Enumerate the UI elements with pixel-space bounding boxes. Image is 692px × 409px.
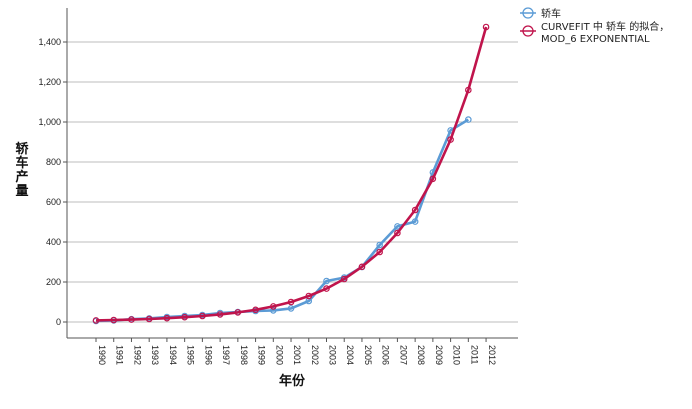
- y-tick-label: 1,400: [38, 37, 61, 47]
- x-tick-label: 1993: [150, 345, 160, 365]
- y-axis-title-char-4: 量: [15, 184, 28, 199]
- y-ticks: 0 200 400 600 800 1,000 1,200 1,400: [38, 37, 67, 327]
- data-point: [465, 116, 472, 123]
- data-point: [358, 263, 366, 271]
- data-point: [411, 218, 419, 225]
- x-tick-label: 1990: [97, 345, 107, 365]
- x-tick-label: 1994: [168, 345, 178, 365]
- x-tick-label: 2003: [327, 345, 337, 365]
- y-tick-label: 0: [56, 317, 61, 327]
- data-point: [411, 206, 419, 214]
- x-tick-label: 2008: [416, 345, 426, 365]
- legend-item-sedan: 轿车: [520, 7, 561, 20]
- data-point: [145, 315, 153, 323]
- data-point: [305, 292, 313, 300]
- y-tick-label: 200: [46, 277, 61, 287]
- x-tick-label: 2001: [292, 345, 302, 365]
- data-point: [128, 316, 135, 323]
- data-point: [163, 314, 171, 322]
- data-point: [287, 298, 295, 306]
- x-tick-label: 2011: [469, 345, 479, 364]
- data-point: [429, 175, 437, 183]
- x-tick-label: 1998: [239, 345, 249, 365]
- legend-marker-fit: [522, 25, 534, 37]
- legend-item-fit: CURVEFIT 中 轿车 的拟合， MOD_6 EXPONENTIAL: [520, 20, 669, 45]
- series-line: [95, 26, 488, 322]
- x-tick-label: 1997: [221, 345, 231, 365]
- data-point: [92, 317, 100, 324]
- x-tick-label: 2000: [274, 345, 284, 365]
- data-point: [199, 312, 206, 320]
- data-point: [465, 86, 472, 94]
- y-tick-label: 800: [46, 157, 61, 167]
- data-point: [110, 316, 118, 324]
- x-tick-label: 2006: [381, 345, 391, 365]
- data-point: [216, 311, 224, 318]
- x-tick-label: 2010: [452, 345, 462, 365]
- grid: [67, 41, 518, 323]
- data-point: [376, 248, 383, 256]
- x-tick-label: 2012: [487, 345, 497, 365]
- data-point: [323, 277, 330, 285]
- series-exponential-fit: [92, 23, 490, 324]
- x-tick-label: 2004: [345, 345, 355, 365]
- x-tick-label: 1995: [186, 345, 196, 365]
- x-tick-label: 1999: [257, 345, 267, 365]
- x-tick-label: 1996: [203, 345, 213, 365]
- legend-marker-sedan: [522, 7, 534, 19]
- x-tick-label: 1991: [115, 345, 125, 365]
- y-tick-label: 600: [46, 197, 61, 207]
- y-tick-label: 400: [46, 237, 61, 247]
- legend: 轿车 CURVEFIT 中 轿车 的拟合， MOD_6 EXPONENTIAL: [520, 7, 669, 45]
- data-point: [323, 285, 330, 292]
- x-tick-label: 2009: [434, 345, 444, 365]
- y-tick-label: 1,200: [38, 77, 61, 87]
- y-axis-title-char-1: 轿: [15, 141, 29, 157]
- data-point: [252, 306, 259, 314]
- y-axis-title: 轿 车 产 量: [15, 141, 29, 199]
- data-point: [447, 136, 454, 143]
- legend-label-sedan: 轿车: [541, 7, 561, 20]
- x-ticks: 1990 1991 1992 1993 1994 1995 1996 1997 1998 1999…: [95, 338, 497, 365]
- data-point: [394, 229, 401, 237]
- series-sedan: [92, 116, 472, 325]
- legend-label-fit-line2: MOD_6 EXPONENTIAL: [541, 34, 650, 45]
- x-tick-label: 2002: [310, 345, 320, 365]
- data-point: [376, 241, 383, 249]
- data-point: [181, 313, 188, 321]
- data-point: [340, 275, 348, 283]
- y-axis-title-char-2: 车: [15, 155, 28, 171]
- x-axis-title: 年份: [279, 373, 306, 389]
- data-point: [394, 223, 401, 230]
- y-tick-label: 1,000: [38, 117, 61, 127]
- data-point: [269, 303, 277, 310]
- legend-label-fit-line1: CURVEFIT 中 轿车 的拟合，: [541, 20, 669, 33]
- x-tick-label: 2007: [398, 345, 408, 365]
- x-tick-label: 1992: [132, 345, 142, 365]
- x-tick-label: 2005: [363, 345, 373, 365]
- data-point: [482, 23, 490, 31]
- data-point: [234, 309, 242, 316]
- y-axis-title-char-3: 产: [15, 169, 28, 185]
- axes: [66, 8, 518, 339]
- series: [92, 23, 490, 325]
- data-point: [287, 305, 295, 312]
